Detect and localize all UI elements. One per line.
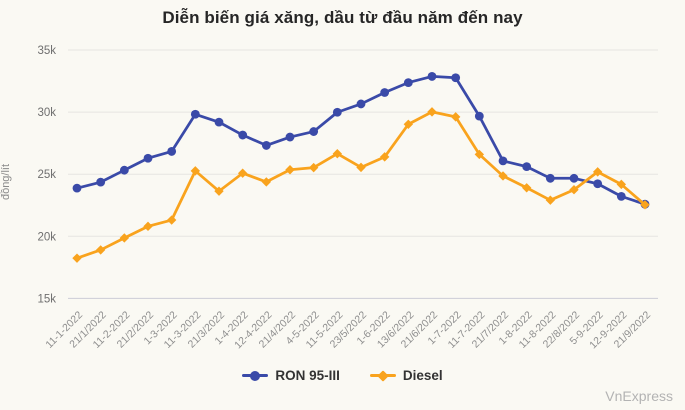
- data-point-marker: [498, 171, 508, 181]
- data-point-marker: [521, 183, 532, 193]
- y-axis-tick-label: 15k: [37, 293, 56, 305]
- legend: RON 95-III Diesel: [0, 368, 685, 383]
- data-point-marker: [403, 78, 413, 88]
- legend-label-diesel: Diesel: [402, 368, 443, 383]
- data-point-marker: [569, 173, 579, 183]
- data-point-marker: [309, 127, 319, 136]
- data-point-marker: [332, 107, 342, 117]
- data-point-marker: [167, 147, 177, 156]
- series-line-ron-95-iii: [75, 75, 647, 206]
- data-point-marker: [379, 152, 390, 162]
- data-point-marker: [593, 179, 603, 189]
- data-point-marker: [522, 162, 532, 172]
- data-point-marker: [261, 177, 272, 187]
- data-point-marker: [380, 88, 390, 97]
- legend-item-diesel[interactable]: Diesel: [369, 368, 443, 383]
- data-point-marker: [308, 162, 319, 173]
- data-point-marker: [427, 72, 437, 81]
- y-axis-tick-label: 30k: [37, 107, 56, 119]
- data-point-marker: [545, 195, 556, 205]
- data-point-marker: [285, 132, 295, 142]
- data-point-marker: [616, 191, 626, 201]
- data-point-marker: [166, 215, 177, 225]
- data-point-marker: [332, 149, 343, 159]
- data-point-marker: [72, 183, 82, 193]
- data-point-marker: [285, 165, 295, 175]
- ron95-line-marker-icon: [242, 370, 269, 381]
- data-point-marker: [569, 185, 579, 195]
- data-point-marker: [190, 166, 201, 176]
- data-point-marker: [72, 253, 82, 263]
- data-point-marker: [95, 245, 106, 255]
- y-axis-tick-label: 35k: [37, 45, 56, 57]
- data-point-marker: [592, 167, 603, 177]
- chart-title: Diễn biến giá xăng, dầu từ đầu năm đến n…: [162, 8, 523, 27]
- y-axis-tick-label: 20k: [37, 231, 56, 243]
- data-point-marker: [119, 165, 129, 175]
- diesel-line-marker-icon: [369, 369, 396, 382]
- data-point-marker: [545, 173, 555, 183]
- data-point-marker: [474, 149, 485, 160]
- data-point-marker: [403, 119, 414, 129]
- data-point-marker: [143, 221, 153, 232]
- data-point-marker: [190, 109, 200, 119]
- data-point-marker: [96, 177, 106, 187]
- data-point-marker: [214, 186, 224, 196]
- data-point-marker: [356, 162, 366, 173]
- data-point-marker: [214, 117, 224, 127]
- data-point-marker: [450, 112, 461, 122]
- data-point-marker: [451, 73, 461, 83]
- data-point-marker: [640, 200, 650, 210]
- data-point-marker: [356, 99, 366, 109]
- data-point-marker: [474, 111, 484, 121]
- y-axis-tick-label: 25k: [37, 169, 56, 181]
- legend-label-ron95: RON 95-III: [275, 368, 340, 383]
- data-point-marker: [261, 141, 271, 150]
- legend-item-ron95[interactable]: RON 95-III: [242, 368, 340, 383]
- data-point-marker: [616, 179, 627, 190]
- data-point-marker: [143, 153, 153, 163]
- data-point-marker: [427, 107, 437, 117]
- vnexpress-credit: VnExpress: [605, 388, 673, 404]
- data-point-marker: [498, 156, 508, 166]
- data-point-marker: [237, 168, 248, 178]
- data-point-marker: [119, 233, 130, 243]
- data-point-marker: [238, 130, 248, 140]
